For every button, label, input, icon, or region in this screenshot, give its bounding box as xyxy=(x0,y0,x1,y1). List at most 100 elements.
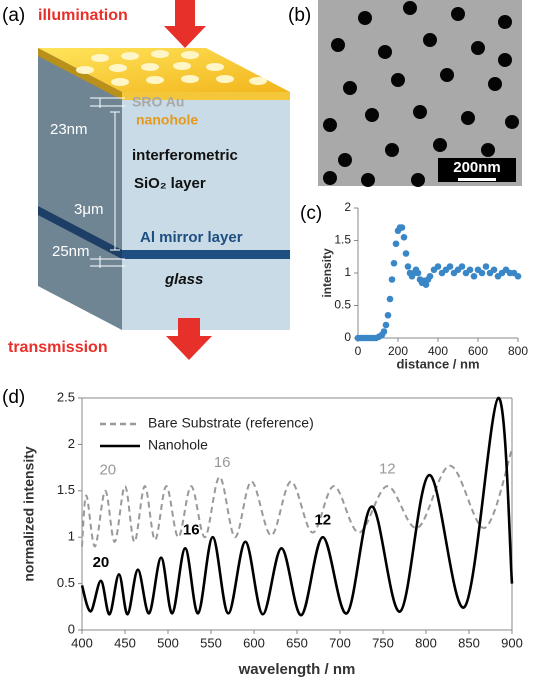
data-point xyxy=(398,224,406,231)
hole xyxy=(481,143,495,157)
hole xyxy=(403,1,417,15)
y-tick-label: 0 xyxy=(68,621,75,636)
front-face xyxy=(122,92,290,330)
label: Al mirror layer xyxy=(140,229,243,246)
hole xyxy=(385,143,399,157)
hole xyxy=(505,115,519,129)
hole xyxy=(451,7,465,21)
data-point xyxy=(458,263,466,270)
label: SRO Au xyxy=(132,94,184,110)
hole xyxy=(358,11,372,25)
hole xyxy=(411,173,425,187)
annotation: 12 xyxy=(379,460,396,477)
hole xyxy=(331,38,345,52)
label: nanohole xyxy=(136,112,198,128)
hole xyxy=(498,15,512,29)
arrow-in xyxy=(164,0,206,48)
data-point xyxy=(478,269,486,277)
panel-label: (d) xyxy=(2,387,25,408)
hole xyxy=(338,153,352,167)
hole xyxy=(433,138,447,152)
x-tick-label: 0 xyxy=(355,344,362,358)
gold-side xyxy=(38,48,122,100)
legend-label: Nanohole xyxy=(148,437,208,453)
scale-bar xyxy=(458,178,496,181)
hole xyxy=(323,171,337,185)
scale-bar-label: 200nm xyxy=(453,159,501,176)
data-point xyxy=(390,259,398,267)
x-axis-label: distance / nm xyxy=(396,356,479,371)
y-tick-label: 1 xyxy=(68,529,75,544)
data-point xyxy=(404,263,412,270)
y-tick-label: 1.5 xyxy=(334,233,351,247)
panel-label: (c) xyxy=(300,203,322,224)
x-tick-label: 550 xyxy=(200,635,222,650)
x-tick-label: 650 xyxy=(286,635,308,650)
hole xyxy=(323,118,337,132)
x-tick-label: 450 xyxy=(114,635,136,650)
hole xyxy=(461,111,475,125)
annotation: 12 xyxy=(314,511,331,528)
annotation: 20 xyxy=(93,554,110,571)
dimension-lines xyxy=(90,97,125,268)
data-point xyxy=(392,240,400,248)
x-tick-label: 400 xyxy=(428,344,448,358)
label: 23nm xyxy=(50,121,88,138)
y-axis-label: normalized intensity xyxy=(21,446,37,582)
annotation: 16 xyxy=(214,454,231,471)
hole xyxy=(378,45,392,59)
data-point xyxy=(382,321,390,329)
x-tick-label: 200 xyxy=(388,344,408,358)
hole xyxy=(498,53,512,67)
y-tick-label: 0 xyxy=(344,330,351,344)
data-point xyxy=(470,272,478,280)
sem-image: (b) 200nm xyxy=(288,0,522,187)
data-point xyxy=(434,263,442,270)
label: SiO₂ layer xyxy=(134,175,206,192)
label: glass xyxy=(164,271,203,288)
label: interferometric xyxy=(132,147,238,164)
x-tick-label: 600 xyxy=(243,635,265,650)
hole xyxy=(471,41,485,55)
x-tick-label: 800 xyxy=(508,344,528,358)
device-diagram: (a) illumination SRO Au nanohole 23nm in… xyxy=(2,0,290,360)
series-line xyxy=(81,448,513,548)
data-point xyxy=(490,266,498,274)
y-axis-label: intensity xyxy=(320,248,334,298)
label: transmission xyxy=(8,339,108,356)
x-axis-label: wavelength / nm xyxy=(238,661,356,678)
y-tick-label: 1.5 xyxy=(57,482,75,497)
data-point xyxy=(380,328,388,335)
hole xyxy=(413,105,427,119)
hole xyxy=(343,81,357,95)
hole xyxy=(365,108,379,122)
data-point xyxy=(400,233,408,241)
panel-label: (a) xyxy=(2,5,25,26)
x-tick-label: 400 xyxy=(71,635,93,650)
x-tick-label: 700 xyxy=(329,635,351,650)
panel-label: (b) xyxy=(288,5,311,26)
x-tick-label: 900 xyxy=(501,635,523,650)
data-point xyxy=(384,311,392,319)
annotation: 20 xyxy=(99,461,116,478)
holes xyxy=(76,50,267,86)
data-point xyxy=(402,250,410,257)
y-tick-label: 0.5 xyxy=(57,575,75,590)
label: 3μm xyxy=(74,201,103,218)
hole xyxy=(488,77,502,91)
data-point xyxy=(386,295,394,303)
al-side xyxy=(38,206,122,259)
y-tick-label: 1 xyxy=(344,265,351,279)
hole xyxy=(440,68,454,82)
x-tick-label: 850 xyxy=(458,635,480,650)
data-point xyxy=(446,263,454,270)
x-tick-label: 600 xyxy=(468,344,488,358)
data-point xyxy=(466,266,474,274)
annotation: 16 xyxy=(183,522,200,539)
series-line xyxy=(80,396,514,617)
x-tick-label: 750 xyxy=(372,635,394,650)
data-point xyxy=(414,269,422,277)
legend-label: Bare Substrate (reference) xyxy=(148,415,314,431)
y-tick-label: 2.5 xyxy=(57,389,75,404)
